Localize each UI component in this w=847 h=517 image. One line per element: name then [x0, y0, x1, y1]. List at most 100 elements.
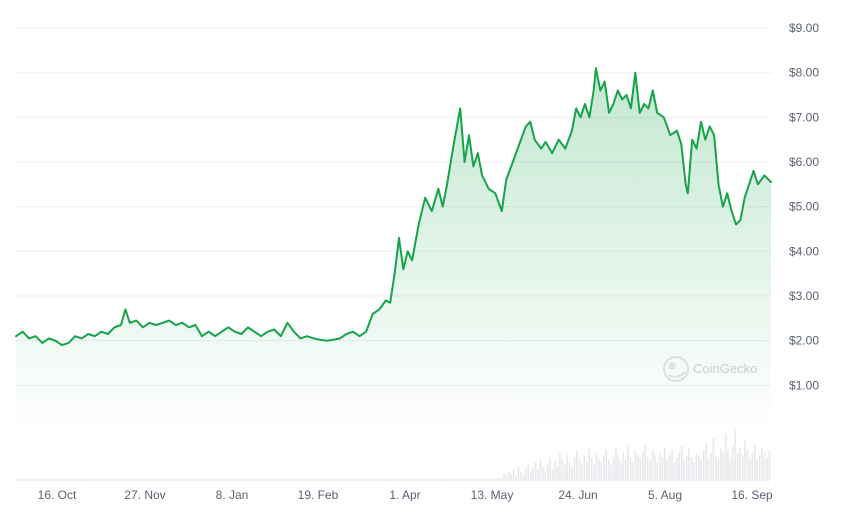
volume-bar: [756, 459, 759, 481]
volume-bar: [64, 478, 67, 481]
volume-bar: [749, 457, 751, 481]
volume-bar: [590, 457, 593, 481]
volume-bar: [259, 478, 262, 481]
volume-bar: [649, 459, 651, 481]
volume-bar: [271, 478, 274, 481]
volume-bar: [37, 478, 40, 481]
volume-bar: [729, 457, 732, 481]
volume-bar: [593, 464, 595, 481]
volume-bar: [62, 478, 64, 481]
volume-bar: [18, 478, 21, 481]
volume-bar: [510, 473, 513, 481]
volume-bar: [281, 478, 284, 481]
volume-bar: [264, 478, 267, 481]
y-tick-label: $6.00: [789, 155, 819, 169]
volume-bar: [266, 478, 269, 481]
volume-bar: [583, 455, 586, 481]
volume-bar: [456, 478, 459, 481]
volume-bar: [471, 478, 474, 481]
volume-bar: [576, 450, 578, 481]
volume-bar: [374, 478, 376, 481]
volume-bar: [768, 450, 771, 481]
volume-bar: [96, 478, 99, 481]
volume-bar: [661, 457, 664, 481]
volume-bar: [315, 478, 318, 481]
volume-bar: [205, 478, 208, 481]
volume-bar: [439, 478, 442, 481]
volume-bar: [16, 478, 18, 481]
volume-bar: [81, 478, 84, 481]
volume-bar: [539, 459, 542, 481]
volume-bar: [680, 445, 683, 481]
volume-bar: [602, 455, 605, 481]
volume-bar: [408, 478, 410, 481]
volume-bar: [220, 478, 223, 481]
volume-bar: [318, 478, 320, 481]
volume-bar: [110, 478, 113, 481]
volume-bar: [588, 447, 591, 481]
volume-bar: [327, 478, 330, 481]
volume-bar: [695, 452, 698, 481]
volume-bar: [47, 478, 50, 481]
volume-bar: [673, 462, 676, 481]
volume-bar: [354, 478, 357, 481]
volume-bar: [717, 459, 720, 481]
volume-bar: [393, 478, 396, 481]
volume-bar: [378, 478, 381, 481]
volume-bar: [554, 462, 556, 481]
volume-bar: [332, 478, 335, 481]
volume-bar: [534, 462, 537, 481]
volume-bar: [634, 450, 637, 481]
volume-bar: [296, 478, 298, 481]
price-area-fill: [16, 68, 771, 430]
volume-bar: [230, 478, 233, 481]
volume-bar: [551, 469, 554, 481]
volume-bar: [544, 471, 547, 481]
volume-bar: [40, 478, 43, 481]
volume-bar: [612, 457, 615, 481]
volume-bar: [595, 452, 598, 481]
volume-bar: [352, 478, 354, 481]
volume-bar: [493, 478, 496, 481]
volume-bar: [252, 478, 254, 481]
volume-bar: [542, 466, 544, 481]
volume-bar: [159, 478, 162, 481]
volume-bar: [398, 478, 401, 481]
volume-bar: [405, 478, 408, 481]
volume-bar: [490, 478, 493, 481]
volume-bar: [505, 476, 508, 481]
x-tick-label: 19. Feb: [298, 488, 339, 502]
volume-bar: [249, 478, 252, 481]
volume-bar: [415, 478, 418, 481]
volume-bar: [91, 478, 94, 481]
volume-bar: [169, 478, 172, 481]
volume-bar: [641, 452, 644, 481]
volume-bar: [666, 459, 668, 481]
volume-bar: [167, 478, 169, 481]
volume-bar: [196, 478, 198, 481]
volume-bar: [386, 478, 388, 481]
volume-bar: [186, 478, 189, 481]
volume-bar: [293, 478, 296, 481]
volume-bar: [240, 478, 242, 481]
volume-bar: [25, 478, 28, 481]
volume-bar: [600, 462, 603, 481]
volume-bar: [72, 478, 74, 481]
volume-bar: [391, 478, 393, 481]
y-tick-label: $2.00: [789, 334, 819, 348]
volume-bar: [500, 478, 503, 481]
volume-bar: [342, 478, 345, 481]
volume-bar: [79, 478, 82, 481]
volume-bar: [739, 447, 742, 481]
x-tick-label: 27. Nov: [124, 488, 165, 502]
volume-bar: [690, 457, 693, 481]
volume-bar: [736, 452, 739, 481]
price-line[interactable]: [15, 67, 772, 347]
volume-bar: [481, 478, 483, 481]
volume-bar: [639, 459, 642, 481]
volume-bar: [476, 478, 479, 481]
volume-bar: [257, 478, 259, 481]
volume-bar: [461, 478, 464, 481]
volume-bar: [529, 471, 532, 481]
volume-bar: [69, 478, 72, 481]
